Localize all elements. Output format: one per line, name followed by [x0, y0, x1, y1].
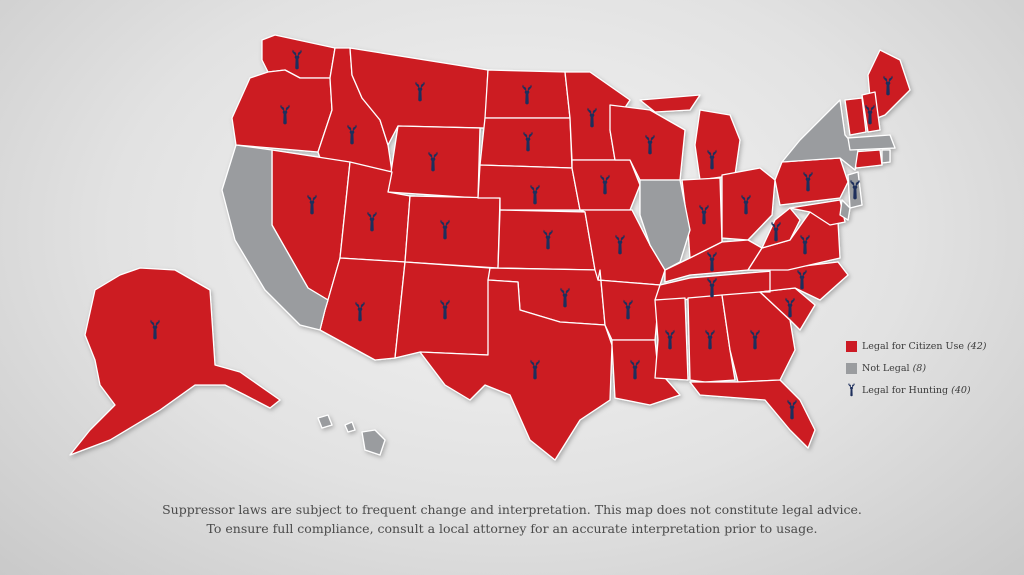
legend-count-not-legal: (8): [912, 362, 927, 374]
legal-disclaimer: Suppressor laws are subject to frequent …: [0, 500, 1024, 538]
legend-count-legal: (42): [966, 340, 987, 352]
legend-label-not-legal: Not Legal: [862, 362, 910, 374]
state-or: [231, 69, 333, 153]
state-de: [839, 199, 851, 221]
state-ak: [69, 267, 281, 456]
disclaimer-line-1: Suppressor laws are subject to frequent …: [162, 502, 862, 517]
state-il: [639, 179, 691, 271]
state-ms: [654, 297, 689, 381]
disclaimer-line-2: To ensure full compliance, consult a loc…: [206, 521, 818, 536]
state-vt: [844, 97, 867, 136]
legend-label-legal: Legal for Citizen Use: [862, 340, 964, 352]
state-fl: [689, 379, 816, 449]
state-ma: [847, 134, 896, 151]
state-pa: [774, 157, 849, 206]
state-co: [404, 195, 501, 269]
state-nm: [394, 261, 491, 359]
not-legal-color-swatch: [846, 362, 857, 374]
legend-item-legal: Legal for Citizen Use (42): [846, 335, 1016, 357]
state-ks: [497, 209, 596, 271]
legal-color-swatch: [846, 340, 857, 352]
deer-icon: [846, 383, 857, 397]
state-oh: [721, 167, 776, 241]
legend-item-not-legal: Not Legal (8): [846, 357, 1016, 379]
legend-label-hunting: Legal for Hunting: [862, 384, 949, 396]
state-tx: [419, 279, 613, 461]
state-sd: [479, 117, 573, 169]
state-nc: [759, 261, 849, 301]
state-ca: [221, 144, 329, 331]
map-legend: Legal for Citizen Use (42) Not Legal (8)…: [846, 335, 1016, 401]
state-ri: [881, 149, 891, 164]
legend-item-hunting: Legal for Hunting (40): [846, 379, 1016, 401]
state-md: [789, 199, 846, 226]
legend-count-hunting: (40): [951, 384, 971, 396]
state-hi: [317, 414, 386, 456]
state-la: [611, 339, 681, 406]
